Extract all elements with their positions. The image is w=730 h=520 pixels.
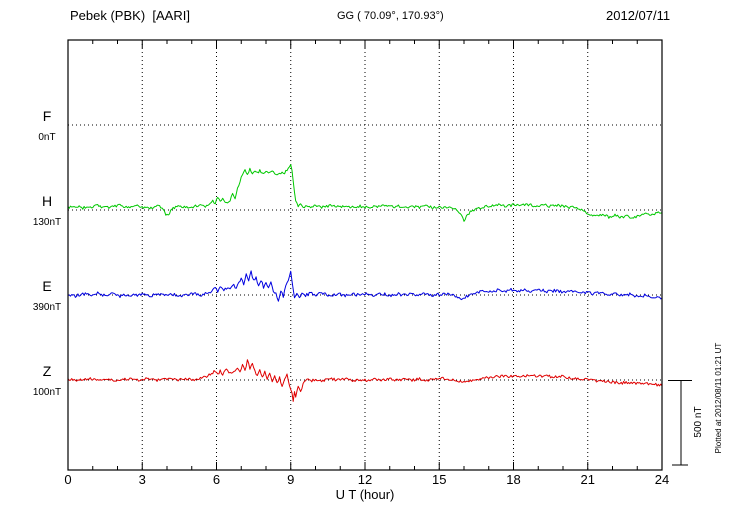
chart-dynamic-layer: 0 3 6 9 12 15 18 21 24 F 0nT H 130nT E 390nT Z 100nT	[33, 39, 669, 487]
x-tick-label: 12	[358, 472, 372, 487]
x-tick-label: 24	[655, 472, 669, 487]
plotted-at-note: Plotted at 2012/08/11 01:21 UT	[714, 343, 723, 454]
series-baseline-label-H: 130nT	[33, 217, 61, 228]
trace-H	[67, 164, 663, 222]
x-tick-label: 21	[581, 472, 595, 487]
x-axis-title: U T (hour)	[336, 487, 395, 502]
station-title: Pebek (PBK) [AARI]	[70, 8, 190, 23]
plot-frame	[67, 39, 663, 471]
x-tick-label: 0	[64, 472, 71, 487]
x-tick-label: 18	[506, 472, 520, 487]
series-label-F: F	[43, 108, 52, 124]
x-tick-label: 6	[213, 472, 220, 487]
trace-Z	[67, 359, 663, 402]
series-label-Z: Z	[43, 363, 52, 379]
scale-bar-label: 500 nT	[693, 406, 704, 437]
gridlines	[68, 40, 662, 470]
series-label-E: E	[42, 278, 51, 294]
geographic-coords: GG ( 70.09°, 170.93°)	[337, 10, 444, 22]
x-tick-label: 3	[139, 472, 146, 487]
series-baseline-label-F: 0nT	[38, 132, 55, 143]
plot-date: 2012/07/11	[606, 8, 671, 23]
trace-E	[67, 270, 663, 302]
series-label-H: H	[42, 193, 52, 209]
x-tick-label: 15	[432, 472, 446, 487]
x-tick-label: 9	[287, 472, 294, 487]
series-baseline-label-E: 390nT	[33, 302, 61, 313]
scale-bar	[668, 380, 692, 466]
series-baseline-label-Z: 100nT	[33, 387, 61, 398]
